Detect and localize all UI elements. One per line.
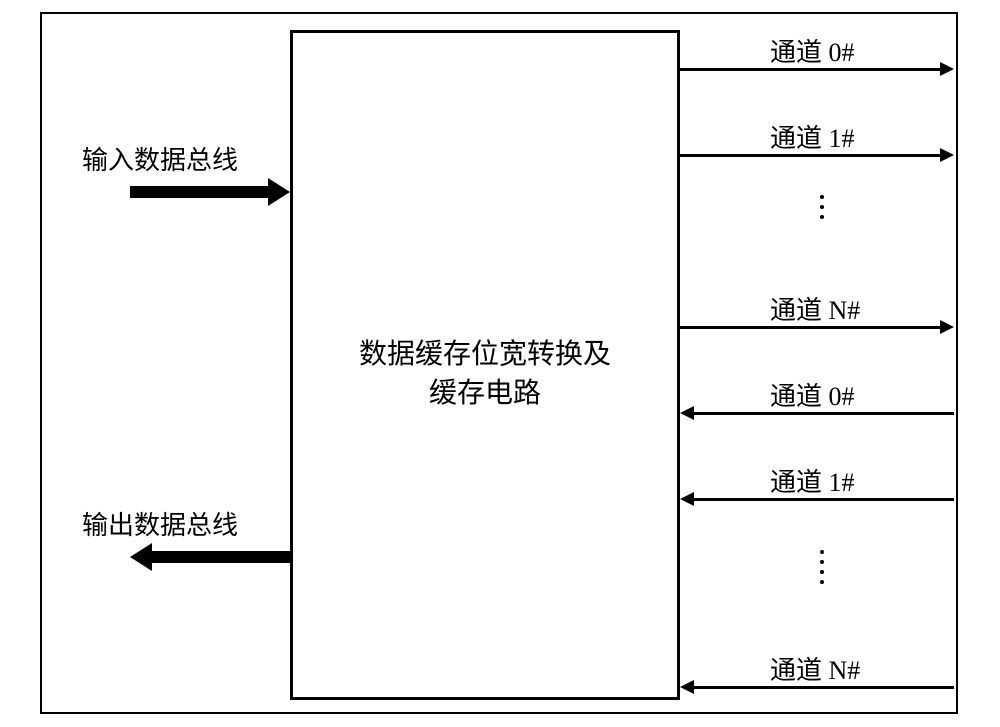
main-box-label-line1: 数据缓存位宽转换及 xyxy=(359,339,611,370)
arrow-shaft xyxy=(680,326,940,329)
arrow-shaft xyxy=(680,154,940,157)
channel-out-arrow xyxy=(680,320,954,334)
channel-out-arrow xyxy=(680,148,954,162)
channel-in-arrow xyxy=(680,406,954,420)
dot-icon xyxy=(820,195,824,199)
main-box-label: 数据缓存位宽转换及 缓存电路 xyxy=(305,335,665,413)
output-bus-label: 输出数据总线 xyxy=(82,505,238,542)
arrowhead-left-icon xyxy=(680,406,694,420)
arrow-shaft xyxy=(694,498,954,501)
arrowhead-left-icon xyxy=(680,680,694,694)
channel-in-arrow xyxy=(680,680,954,694)
input-bus-arrow xyxy=(130,178,290,206)
arrowhead-right-icon xyxy=(940,62,954,76)
input-bus-label: 输入数据总线 xyxy=(82,140,238,177)
output-bus-arrow xyxy=(130,543,290,571)
dot-icon xyxy=(820,550,824,554)
dot-icon xyxy=(820,205,824,209)
arrow-shaft xyxy=(130,186,268,198)
arrow-shaft xyxy=(152,551,290,563)
dot-icon xyxy=(820,570,824,574)
main-box-label-line2: 缓存电路 xyxy=(429,378,541,409)
dot-icon xyxy=(820,560,824,564)
arrow-shaft xyxy=(694,686,954,689)
arrowhead-right-icon xyxy=(940,148,954,162)
dot-icon xyxy=(820,215,824,219)
vertical-dots-icon xyxy=(820,195,824,219)
arrow-shaft xyxy=(680,68,940,71)
channel-in-arrow xyxy=(680,492,954,506)
arrowhead-right-icon xyxy=(940,320,954,334)
channel-out-arrow xyxy=(680,62,954,76)
dot-icon xyxy=(820,580,824,584)
arrowhead-right-icon xyxy=(268,178,290,206)
diagram-canvas: 数据缓存位宽转换及 缓存电路 输入数据总线 输出数据总线 通道 0#通道 1#通… xyxy=(0,0,1000,727)
arrowhead-left-icon xyxy=(130,543,152,571)
vertical-dots-icon xyxy=(820,550,824,584)
arrow-shaft xyxy=(694,412,954,415)
arrowhead-left-icon xyxy=(680,492,694,506)
